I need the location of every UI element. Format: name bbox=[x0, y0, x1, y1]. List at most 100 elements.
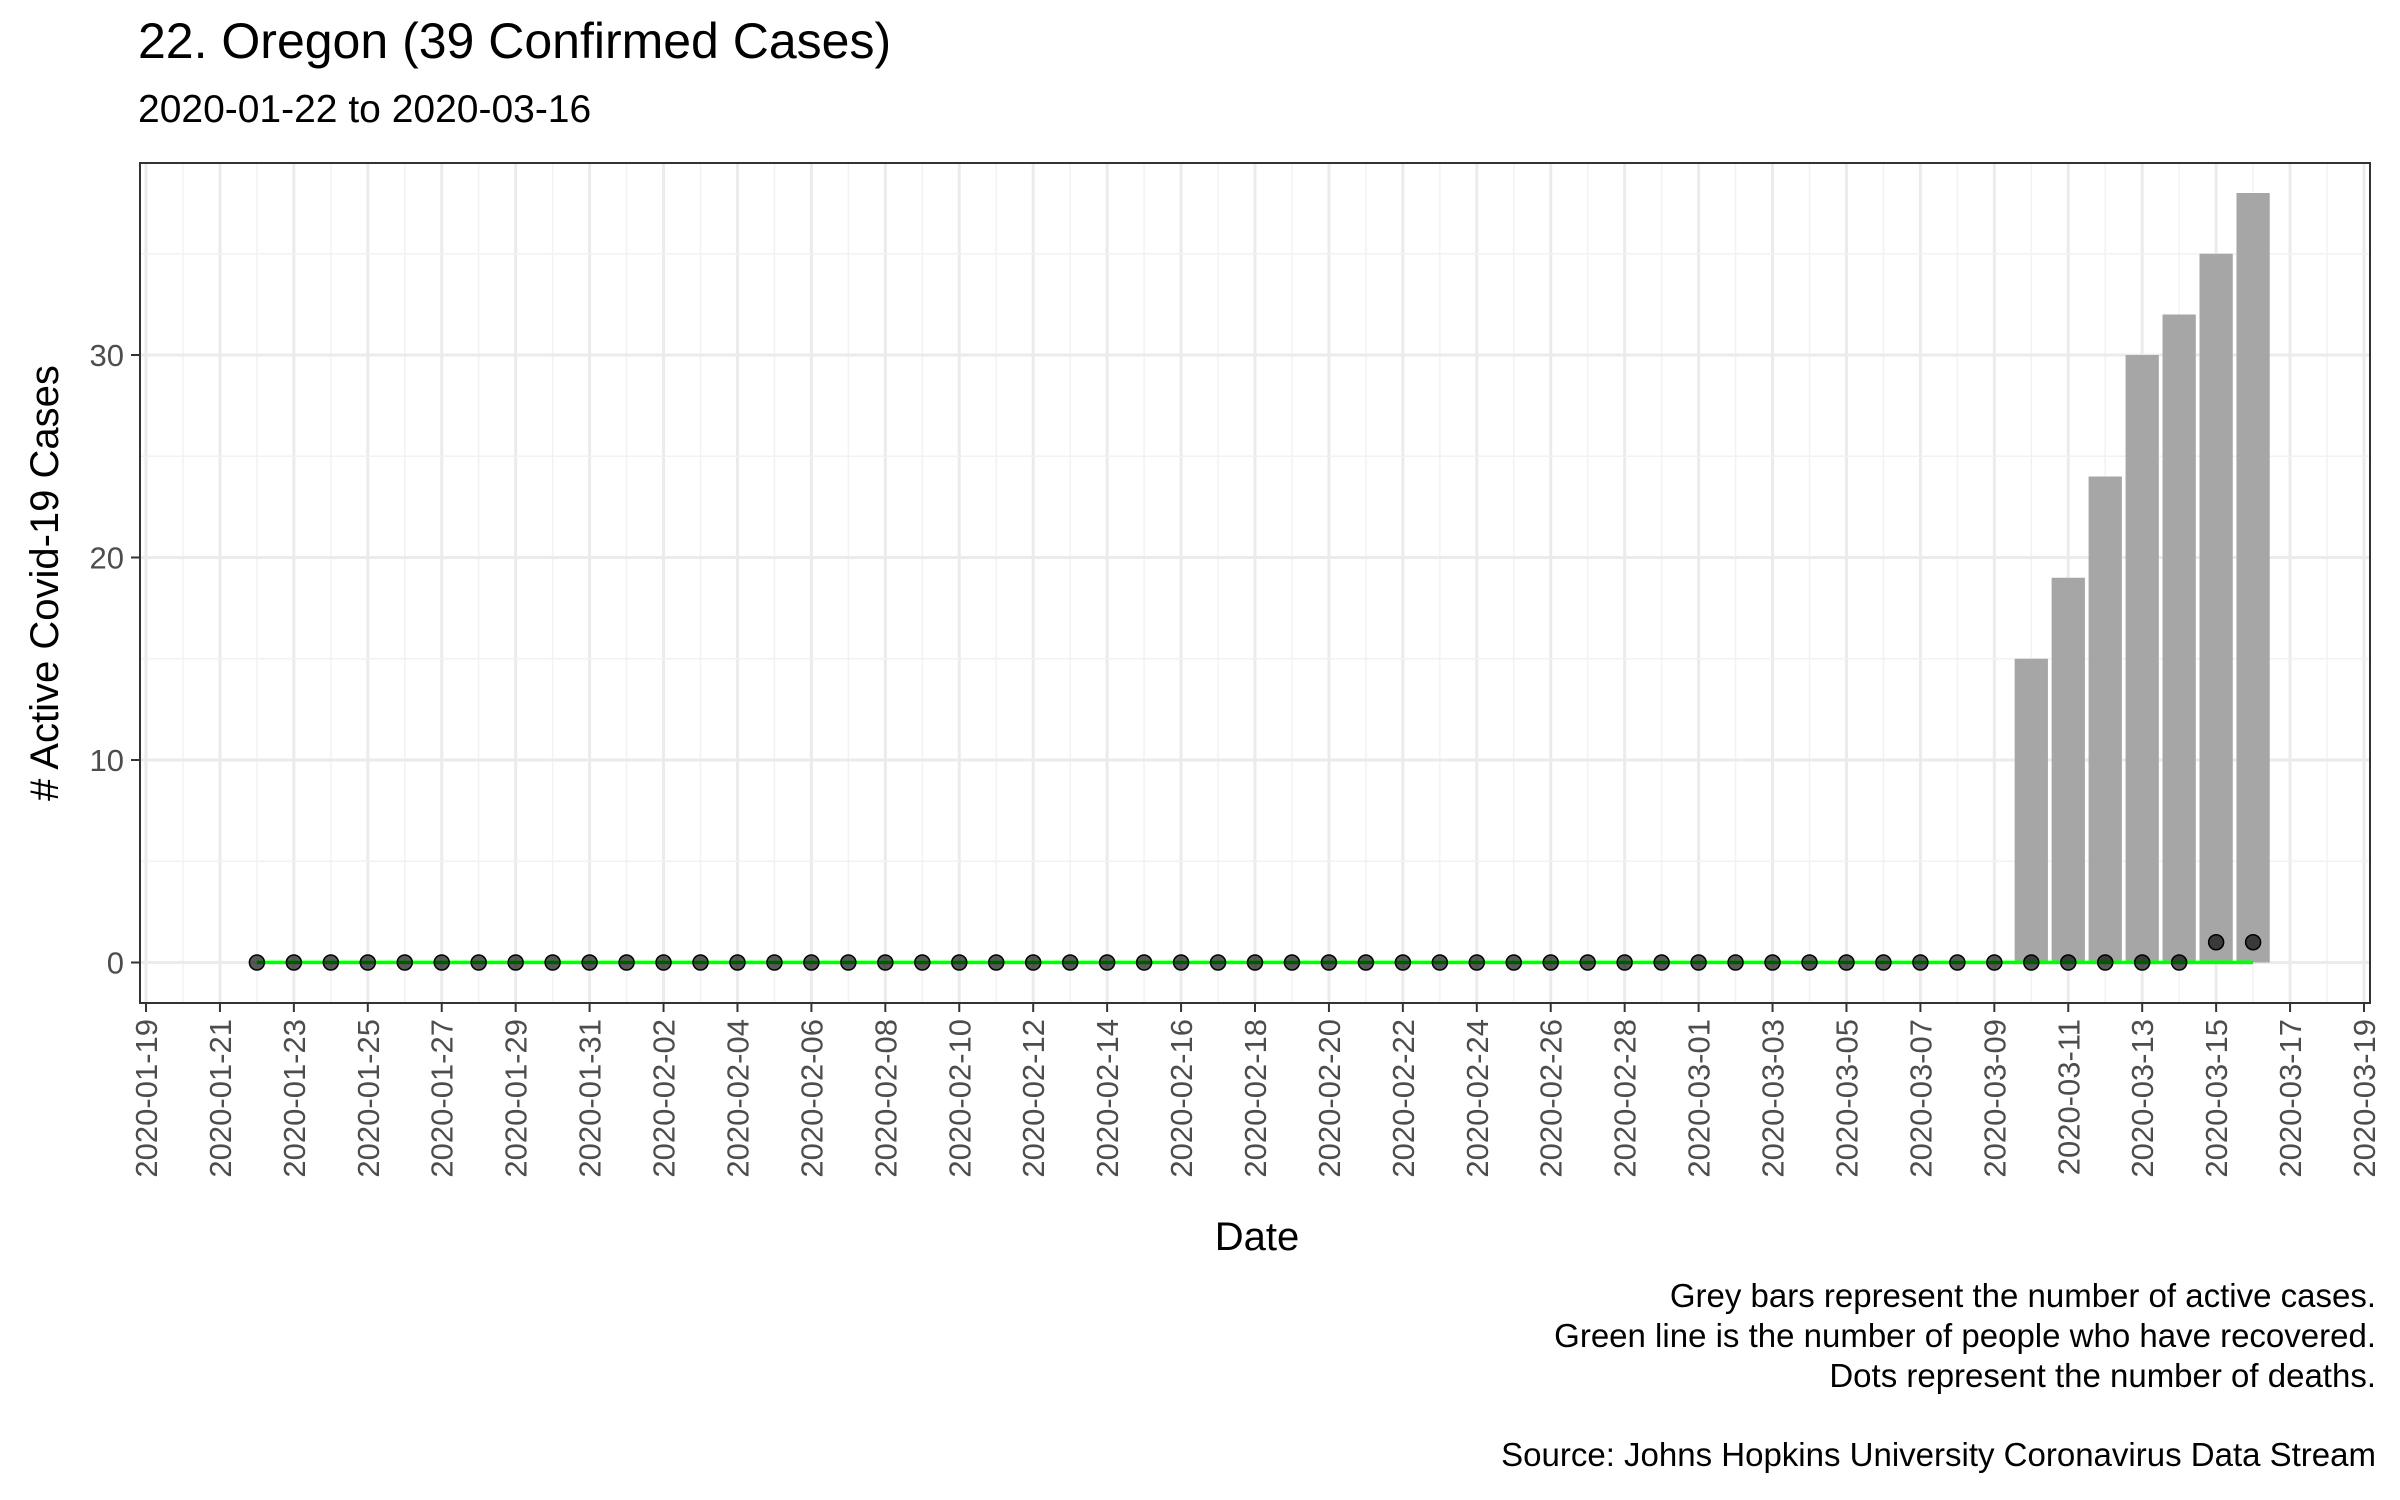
death-point bbox=[1690, 954, 1707, 971]
death-point bbox=[1727, 954, 1744, 971]
x-tick-label: 2020-02-20 bbox=[1312, 1019, 1347, 1178]
death-point bbox=[1801, 954, 1818, 971]
x-tick-label: 2020-01-25 bbox=[351, 1019, 386, 1178]
death-point bbox=[1616, 954, 1633, 971]
death-point bbox=[1209, 954, 1227, 971]
death-point bbox=[840, 954, 857, 971]
x-tick-label: 2020-03-03 bbox=[1756, 1019, 1791, 1178]
y-tick-label: 30 bbox=[90, 338, 124, 373]
x-tick-label: 2020-02-26 bbox=[1534, 1019, 1569, 1178]
x-axis-label: Date bbox=[1215, 1215, 1300, 1259]
death-point bbox=[1468, 954, 1486, 971]
x-tick-label: 2020-03-01 bbox=[1682, 1019, 1717, 1178]
death-point bbox=[1431, 954, 1449, 971]
death-point bbox=[1542, 954, 1559, 971]
death-point bbox=[951, 954, 968, 971]
death-point bbox=[1579, 954, 1596, 971]
death-point bbox=[322, 954, 340, 971]
death-point bbox=[914, 954, 931, 971]
chart-subtitle: 2020-01-22 to 2020-03-16 bbox=[138, 88, 592, 131]
bar bbox=[2014, 658, 2048, 963]
death-point bbox=[766, 954, 783, 971]
death-point bbox=[2023, 954, 2040, 971]
death-point bbox=[433, 954, 450, 971]
x-tick-label: 2020-03-09 bbox=[1977, 1019, 2012, 1178]
death-point bbox=[248, 954, 266, 971]
x-tick-label: 2020-02-18 bbox=[1238, 1019, 1273, 1178]
death-point bbox=[359, 954, 377, 971]
x-tick-label: 2020-03-05 bbox=[1829, 1019, 1864, 1178]
death-point bbox=[1357, 954, 1375, 971]
death-point bbox=[1986, 954, 2003, 971]
death-point bbox=[2060, 954, 2077, 971]
x-tick-label: 2020-02-22 bbox=[1386, 1019, 1421, 1178]
death-point bbox=[803, 954, 820, 971]
death-point bbox=[877, 954, 894, 971]
x-tick-label: 2020-03-07 bbox=[1903, 1019, 1938, 1178]
x-tick-label: 2020-02-28 bbox=[1608, 1019, 1643, 1178]
death-point bbox=[1875, 954, 1892, 971]
death-point bbox=[1283, 954, 1301, 971]
death-point bbox=[1653, 954, 1670, 971]
death-point bbox=[2133, 954, 2151, 971]
death-point bbox=[1838, 954, 1855, 971]
x-tick-label: 2020-02-24 bbox=[1460, 1019, 1495, 1178]
x-tick-label: 2020-02-08 bbox=[868, 1019, 903, 1178]
bars bbox=[2014, 193, 2270, 963]
death-point bbox=[544, 954, 561, 971]
death-point bbox=[581, 954, 598, 971]
death-points bbox=[248, 934, 2262, 971]
death-point bbox=[2096, 954, 2114, 971]
death-point bbox=[1246, 954, 1264, 971]
x-tick-label: 2020-03-13 bbox=[2125, 1019, 2160, 1178]
death-point bbox=[2244, 934, 2262, 951]
y-axis-label: # Active Covid-19 Cases bbox=[23, 365, 67, 801]
bar bbox=[2199, 253, 2233, 963]
x-tick-label: 2020-02-14 bbox=[1090, 1019, 1125, 1178]
bar bbox=[2236, 193, 2270, 963]
x-tick-label: 2020-03-17 bbox=[2273, 1019, 2308, 1178]
source-note: Source: Johns Hopkins University Coronav… bbox=[1501, 1436, 2376, 1473]
bar bbox=[2088, 476, 2122, 963]
death-point bbox=[1320, 954, 1338, 971]
death-point bbox=[655, 954, 672, 971]
death-point bbox=[618, 954, 635, 971]
y-tick-label: 20 bbox=[90, 541, 124, 576]
x-tick-label: 2020-01-27 bbox=[425, 1019, 460, 1178]
bar bbox=[2162, 314, 2196, 963]
bar bbox=[2125, 355, 2159, 963]
x-tick-label: 2020-01-21 bbox=[203, 1019, 238, 1178]
caption-line: Grey bars represent the number of active… bbox=[1669, 1277, 2376, 1314]
x-tick-label: 2020-03-11 bbox=[2051, 1019, 2086, 1175]
x-tick-label: 2020-02-12 bbox=[1016, 1019, 1051, 1178]
chart-title: 22. Oregon (39 Confirmed Cases) bbox=[138, 13, 892, 69]
death-point bbox=[2170, 954, 2188, 971]
death-point bbox=[1394, 954, 1412, 971]
x-tick-label: 2020-01-29 bbox=[499, 1019, 534, 1178]
y-tick-label: 0 bbox=[107, 946, 124, 981]
x-tick-label: 2020-03-19 bbox=[2347, 1019, 2382, 1178]
x-tick-label: 2020-02-06 bbox=[794, 1019, 829, 1178]
death-point bbox=[729, 954, 746, 971]
x-tick-label: 2020-01-23 bbox=[277, 1019, 312, 1178]
x-tick-label: 2020-02-02 bbox=[647, 1019, 682, 1178]
x-tick-label: 2020-02-04 bbox=[720, 1019, 755, 1178]
y-axis: 0 10 20 30 bbox=[90, 338, 140, 981]
death-point bbox=[1949, 954, 1966, 971]
death-point bbox=[285, 954, 303, 971]
death-point bbox=[470, 954, 487, 971]
x-tick-label: 2020-01-19 bbox=[129, 1019, 164, 1178]
death-point bbox=[1764, 954, 1781, 971]
death-point bbox=[1024, 954, 1042, 971]
caption-line: Green line is the number of people who h… bbox=[1554, 1317, 2376, 1354]
death-point bbox=[1098, 954, 1116, 971]
x-tick-label: 2020-02-16 bbox=[1164, 1019, 1199, 1178]
death-point bbox=[507, 954, 524, 971]
death-point bbox=[692, 954, 709, 971]
caption-block: Grey bars represent the number of active… bbox=[1554, 1276, 2376, 1396]
death-point bbox=[1061, 954, 1079, 971]
death-point bbox=[1172, 954, 1190, 971]
death-point bbox=[396, 954, 414, 971]
x-tick-label: 2020-02-10 bbox=[942, 1019, 977, 1178]
